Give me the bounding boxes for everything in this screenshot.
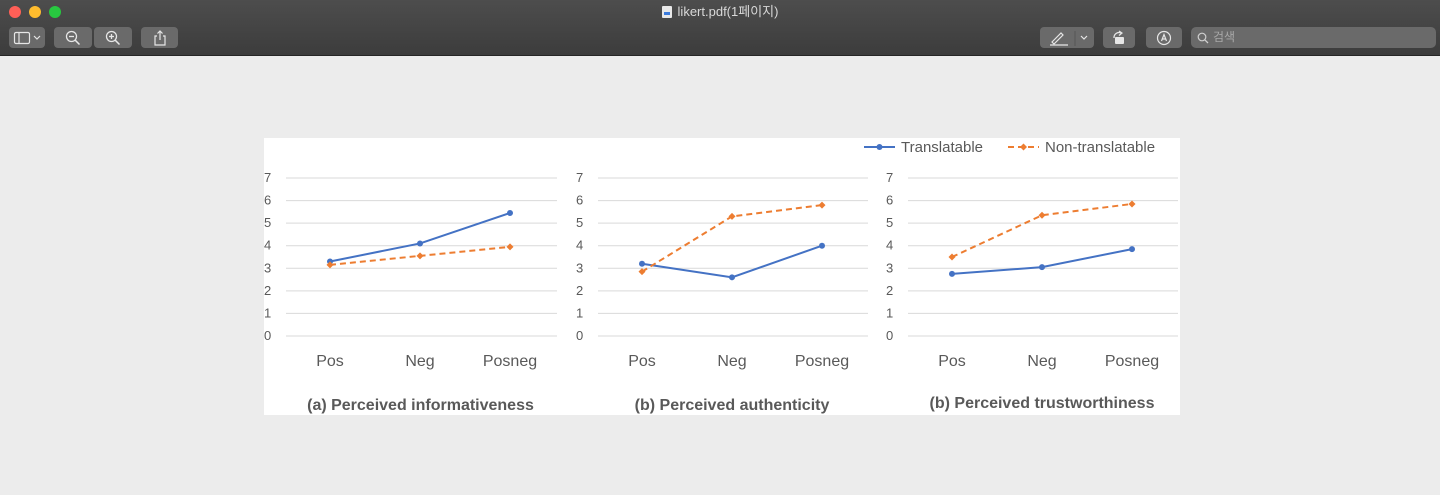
pdf-document-icon bbox=[661, 6, 672, 18]
y-tick-label: 4 bbox=[264, 238, 271, 253]
x-category-label: Pos bbox=[938, 353, 966, 370]
data-point bbox=[416, 252, 424, 260]
y-tick-label: 5 bbox=[576, 215, 583, 230]
y-tick-label: 6 bbox=[264, 193, 271, 208]
y-tick-label: 1 bbox=[886, 305, 893, 320]
legend-label: Translatable bbox=[901, 139, 983, 156]
window-title: likert.pdf(1페이지) bbox=[0, 3, 1440, 21]
zoom-out-icon bbox=[65, 30, 81, 45]
x-category-label: Neg bbox=[1027, 353, 1056, 370]
rotate-button[interactable] bbox=[1103, 27, 1135, 48]
data-point bbox=[638, 268, 646, 276]
likert-charts: 0 1 2 3 4 5 6 7 Pos Neg Posneg (a) Perceived inform… bbox=[264, 139, 1178, 414]
data-point bbox=[1129, 246, 1135, 253]
markup-circle-icon bbox=[1156, 30, 1172, 45]
y-tick-label: 4 bbox=[576, 238, 583, 253]
y-tick-label: 7 bbox=[886, 170, 893, 185]
minimize-window-button[interactable] bbox=[29, 6, 41, 18]
x-category-label: Neg bbox=[717, 353, 746, 370]
y-tick-label: 6 bbox=[886, 193, 893, 208]
data-point bbox=[326, 261, 334, 269]
series-line bbox=[641, 244, 823, 279]
search-field[interactable]: 검색 bbox=[1191, 27, 1436, 48]
y-tick-label: 7 bbox=[576, 170, 583, 185]
x-category-label: Neg bbox=[405, 353, 434, 370]
data-point bbox=[948, 253, 956, 261]
panel-title: (b) Perceived trustworthiness bbox=[930, 395, 1155, 412]
y-tick-label: 6 bbox=[576, 193, 583, 208]
data-point bbox=[1039, 264, 1045, 271]
legend-marker bbox=[876, 144, 883, 150]
zoom-out-button[interactable] bbox=[54, 27, 92, 48]
x-category-label: Posneg bbox=[1105, 353, 1159, 370]
pen-icon bbox=[1050, 30, 1088, 46]
window-title-text: likert.pdf(1페이지) bbox=[677, 4, 779, 19]
legend-marker bbox=[1020, 143, 1027, 151]
data-point bbox=[417, 240, 423, 247]
x-category-label: Pos bbox=[316, 353, 344, 370]
y-tick-label: 1 bbox=[264, 305, 271, 320]
data-point bbox=[1128, 200, 1136, 208]
zoom-in-icon bbox=[105, 30, 121, 45]
x-category-label: Posneg bbox=[795, 353, 849, 370]
panel-title: (a) Perceived informativeness bbox=[307, 397, 534, 414]
y-tick-label: 5 bbox=[264, 215, 271, 230]
markup-tool-button[interactable] bbox=[1040, 27, 1094, 48]
search-icon bbox=[1197, 32, 1209, 44]
data-point bbox=[819, 242, 825, 249]
data-point bbox=[506, 243, 514, 251]
y-tick-label: 1 bbox=[576, 305, 583, 320]
y-tick-label: 0 bbox=[264, 328, 271, 343]
data-point bbox=[639, 260, 645, 267]
series-line bbox=[951, 202, 1133, 258]
search-placeholder: 검색 bbox=[1213, 30, 1236, 44]
data-point bbox=[507, 209, 513, 216]
panel-title: (b) Perceived authenticity bbox=[635, 397, 830, 414]
zoom-in-button[interactable] bbox=[94, 27, 132, 48]
window-titlebar: likert.pdf(1페이지) 검색 bbox=[0, 0, 1440, 56]
data-point bbox=[818, 201, 826, 209]
y-tick-label: 3 bbox=[264, 260, 271, 275]
y-tick-label: 3 bbox=[576, 260, 583, 275]
x-category-label: Pos bbox=[628, 353, 656, 370]
y-tick-label: 4 bbox=[886, 238, 893, 253]
y-tick-label: 7 bbox=[264, 170, 271, 185]
close-window-button[interactable] bbox=[9, 6, 21, 18]
y-tick-label: 0 bbox=[886, 328, 893, 343]
data-point bbox=[949, 270, 955, 277]
y-tick-label: 2 bbox=[576, 283, 583, 298]
annotate-button[interactable] bbox=[1146, 27, 1182, 48]
maximize-window-button[interactable] bbox=[49, 6, 61, 18]
share-button[interactable] bbox=[141, 27, 178, 48]
y-tick-label: 3 bbox=[886, 260, 893, 275]
sidebar-icon bbox=[13, 31, 41, 44]
y-tick-label: 0 bbox=[576, 328, 583, 343]
x-category-label: Posneg bbox=[483, 353, 537, 370]
legend-label: Non-translatable bbox=[1045, 139, 1155, 156]
y-tick-label: 5 bbox=[886, 215, 893, 230]
data-point bbox=[728, 212, 736, 220]
share-icon bbox=[153, 29, 166, 46]
series-line bbox=[951, 248, 1133, 275]
y-tick-label: 2 bbox=[886, 283, 893, 298]
y-tick-label: 2 bbox=[264, 283, 271, 298]
sidebar-toggle-button[interactable] bbox=[9, 27, 45, 48]
data-point bbox=[729, 274, 735, 281]
data-point bbox=[1038, 211, 1046, 219]
rotate-icon bbox=[1113, 30, 1124, 44]
pdf-page-figure: 0 1 2 3 4 5 6 7 Pos Neg Posneg (a) Perceived inform… bbox=[264, 138, 1180, 415]
